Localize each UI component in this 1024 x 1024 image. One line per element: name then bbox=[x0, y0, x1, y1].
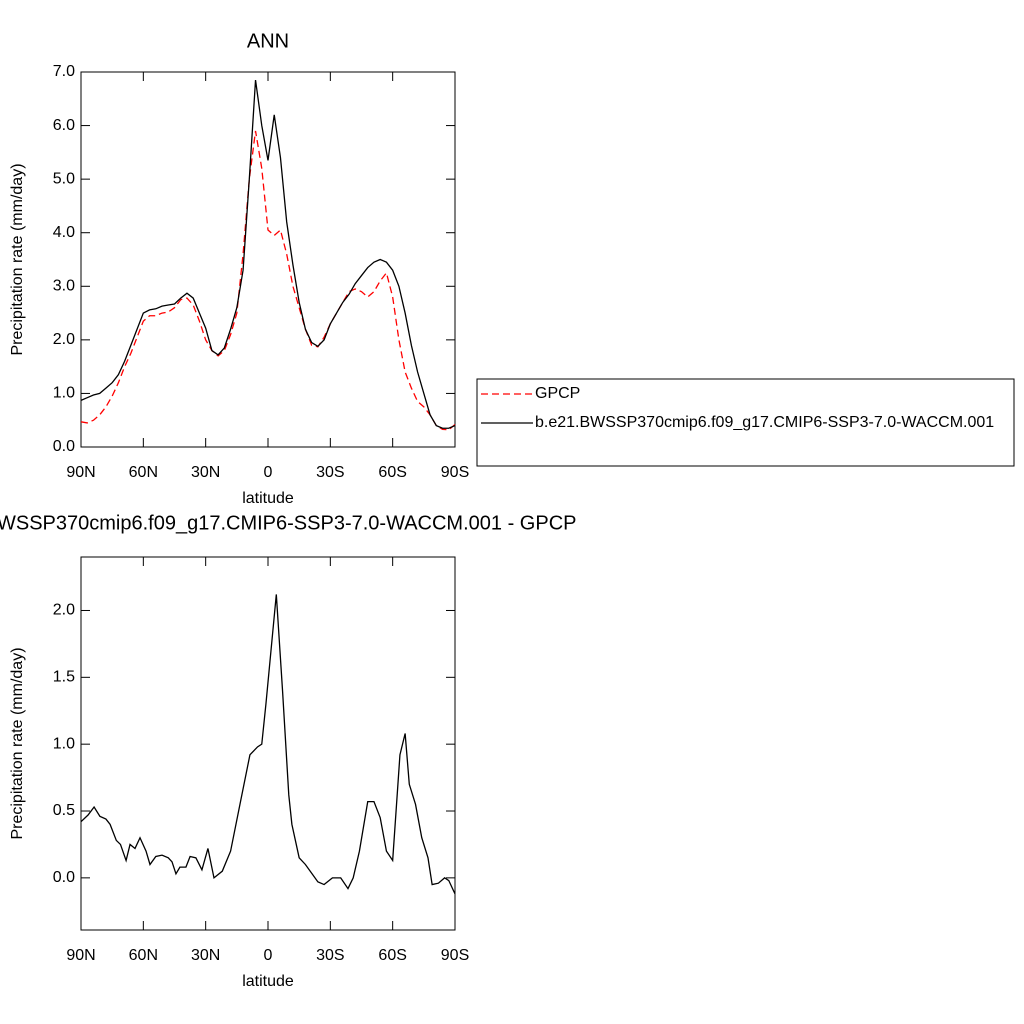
data-line bbox=[80, 594, 456, 895]
x-tick-label: 90N bbox=[66, 947, 95, 964]
chart-title: WSSP370cmip6.f09_g17.CMIP6-SSP3-7.0-WACC… bbox=[0, 512, 576, 534]
legend: GPCP b.e21.BWSSP370cmip6.f09_g17.CMIP6-SS… bbox=[476, 378, 1015, 467]
plot-frame bbox=[80, 556, 456, 931]
y-tick-label: 1.5 bbox=[53, 669, 75, 686]
y-tick-label: 1.0 bbox=[53, 385, 75, 402]
y-tick-label: 0.0 bbox=[53, 869, 75, 886]
data-line bbox=[80, 79, 456, 429]
x-tick-label: 0 bbox=[264, 464, 273, 481]
x-tick-label: 60N bbox=[129, 947, 158, 964]
legend-box bbox=[476, 378, 1015, 467]
y-tick-label: 5.0 bbox=[53, 170, 75, 187]
y-axis-label: Precipitation rate (mm/day) bbox=[9, 647, 26, 839]
x-tick-label: 30N bbox=[191, 464, 220, 481]
x-tick-label: 60S bbox=[378, 947, 406, 964]
x-tick-label: 90S bbox=[441, 464, 469, 481]
y-tick-label: 0.5 bbox=[53, 802, 75, 819]
x-tick-label: 90N bbox=[66, 464, 95, 481]
y-axis-label: Precipitation rate (mm/day) bbox=[9, 163, 26, 355]
y-tick-label: 2.0 bbox=[53, 331, 75, 348]
plot-frame bbox=[80, 71, 456, 448]
y-tick-label: 6.0 bbox=[53, 117, 75, 134]
legend-label: b.e21.BWSSP370cmip6.f09_g17.CMIP6-SSP3-7… bbox=[535, 414, 994, 431]
x-tick-label: 60N bbox=[129, 464, 158, 481]
y-tick-label: 7.0 bbox=[53, 63, 75, 80]
chart-title: ANN bbox=[247, 30, 289, 52]
x-tick-label: 60S bbox=[378, 464, 406, 481]
x-tick-label: 30S bbox=[316, 947, 344, 964]
x-axis-label: latitude bbox=[242, 490, 294, 507]
x-tick-label: 30S bbox=[316, 464, 344, 481]
x-tick-label: 90S bbox=[441, 947, 469, 964]
y-tick-label: 0.0 bbox=[53, 438, 75, 455]
y-tick-label: 4.0 bbox=[53, 224, 75, 241]
legend-label: GPCP bbox=[535, 385, 580, 402]
y-tick-label: 2.0 bbox=[53, 602, 75, 619]
x-axis-label: latitude bbox=[242, 973, 294, 990]
y-tick-label: 1.0 bbox=[53, 735, 75, 752]
y-tick-label: 3.0 bbox=[53, 278, 75, 295]
x-tick-label: 0 bbox=[264, 947, 273, 964]
data-line bbox=[80, 130, 456, 431]
x-tick-label: 30N bbox=[191, 947, 220, 964]
